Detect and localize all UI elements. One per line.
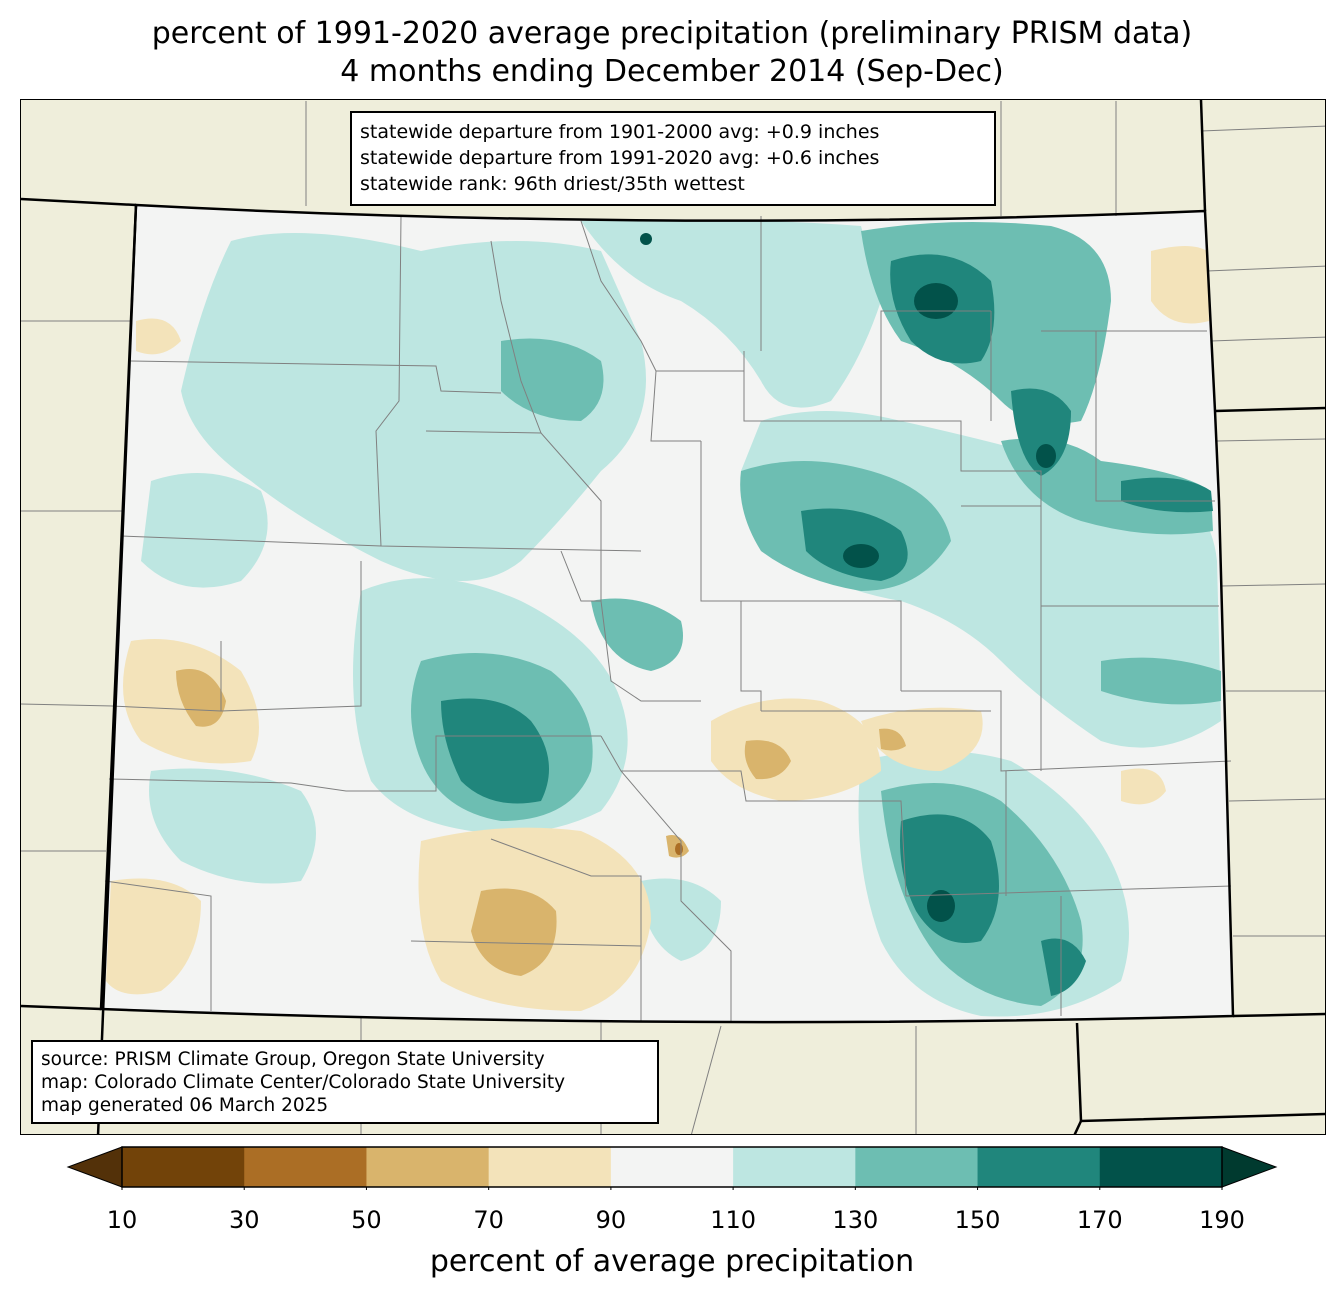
colorbar-tick-label: 90 [595, 1206, 627, 1234]
map-title-line2: 4 months ending December 2014 (Sep-Dec) [340, 54, 1004, 89]
statewide-stats-box: statewide departure from 1901-2000 avg: … [350, 111, 996, 206]
precipitation-map [21, 100, 1325, 1134]
colorbar-segment [366, 1147, 490, 1187]
contour-30-50 [675, 843, 683, 855]
map-title-line1: percent of 1991-2020 average precipitati… [151, 16, 1193, 51]
colorbar-segment [122, 1147, 245, 1187]
colorbar-tick-label: 30 [228, 1206, 260, 1234]
colorbar-tick-label: 130 [832, 1206, 879, 1234]
contour-50-70 [176, 669, 906, 976]
colorbar-tick-label: 150 [954, 1206, 1001, 1234]
colorbar-segment [244, 1147, 367, 1187]
precipitation-contours [106, 219, 1221, 1017]
colorbar-segment [488, 1147, 612, 1187]
colorbar-tick-label: 170 [1076, 1206, 1123, 1234]
county-borders [104, 215, 1232, 1021]
map-credit-line: map: Colorado Climate Center/Colorado St… [41, 1072, 566, 1093]
colorbar-over-extension [1221, 1146, 1278, 1188]
colorbar-under-extension [66, 1146, 123, 1188]
map-panel [20, 99, 1326, 1135]
colorbar-segment [977, 1147, 1101, 1187]
stats-departure-1991-2020: statewide departure from 1991-2020 avg: … [360, 147, 880, 169]
colorbar [66, 1146, 1278, 1190]
contour-150-170 [441, 254, 1213, 996]
colorbar-tick-label: 70 [473, 1206, 504, 1234]
colorbar-tick-label: 190 [1199, 1206, 1245, 1234]
colorbar-segment [733, 1147, 856, 1187]
contour-170-190 [640, 233, 1056, 922]
source-line: source: PRISM Climate Group, Oregon Stat… [41, 1049, 545, 1070]
colorbar-outline [121, 1146, 1223, 1188]
stats-departure-1901-2000: statewide departure from 1901-2000 avg: … [360, 121, 880, 143]
colorbar-segment [610, 1147, 734, 1187]
generated-date-line: map generated 06 March 2025 [41, 1095, 329, 1116]
colorbar-segment [1099, 1147, 1223, 1187]
colorbar-tick-label: 50 [351, 1206, 382, 1234]
state-borders [21, 100, 1325, 1134]
colorbar-tick-label: 10 [106, 1206, 138, 1234]
colorbar-tick-label: 110 [710, 1206, 757, 1234]
source-credits-box: source: PRISM Climate Group, Oregon Stat… [31, 1040, 659, 1124]
stats-rank: statewide rank: 96th driest/35th wettest [360, 173, 745, 195]
colorbar-segment [855, 1147, 979, 1187]
colorbar-label: percent of average precipitation [429, 1244, 915, 1279]
